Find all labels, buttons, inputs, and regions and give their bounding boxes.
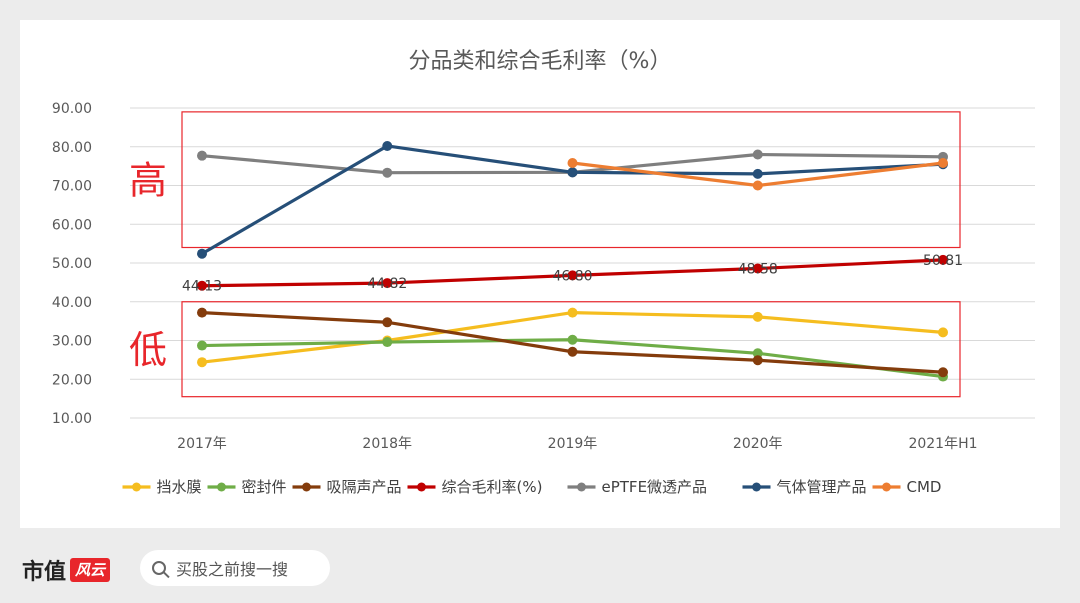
data-point <box>567 158 578 169</box>
legend-label: 挡水膜 <box>157 478 202 496</box>
search-placeholder: 买股之前搜一搜 <box>176 560 289 579</box>
x-tick-label: 2021年H1 <box>908 436 977 452</box>
data-point <box>752 355 763 366</box>
data-point <box>752 263 763 274</box>
data-point <box>382 140 393 151</box>
legend-marker <box>752 482 761 492</box>
data-point <box>382 278 393 289</box>
data-point <box>938 327 948 338</box>
footer-bar: 市值 风云 买股之前搜一搜 <box>0 528 1080 603</box>
x-tick-label: 2020年 <box>733 436 783 452</box>
legend-marker <box>577 482 586 492</box>
data-point <box>752 168 763 179</box>
data-label: 48.58 <box>738 262 778 278</box>
series-line <box>200 338 945 379</box>
data-point <box>567 334 578 345</box>
legend-marker <box>882 482 891 492</box>
data-point <box>938 158 948 169</box>
y-tick-label: 20.00 <box>52 372 92 388</box>
chart-card: 分品类和综合毛利率（%） 10.00 20.00 30.00 40.00 50.00 60.… <box>20 20 1060 528</box>
data-point <box>752 311 763 322</box>
y-tick-label: 10.00 <box>52 411 92 427</box>
data-point <box>382 337 393 348</box>
brand-logo[interactable]: 市值 风云 <box>22 554 111 586</box>
data-point <box>938 254 948 265</box>
x-tick-label: 2017年 <box>177 436 227 452</box>
legend-label: 密封件 <box>242 478 287 496</box>
data-point <box>567 346 578 357</box>
data-point <box>382 317 393 328</box>
data-point <box>197 280 207 291</box>
data-point <box>197 248 207 259</box>
data-label: 50.81 <box>923 253 963 269</box>
annotation-box <box>181 111 961 249</box>
legend-label: ePTFE微透产品 <box>602 478 708 496</box>
legend-label: 综合毛利率(%) <box>442 478 543 496</box>
annotation-box <box>181 301 961 398</box>
chart-title: 分品类和综合毛利率（%） <box>409 49 672 74</box>
data-label: 44.82 <box>367 276 407 292</box>
y-tick-label: 70.00 <box>52 179 92 195</box>
data-label: 44.13 <box>182 279 222 295</box>
data-label: 46.80 <box>552 268 592 284</box>
data-point <box>752 180 763 191</box>
data-point <box>567 307 578 318</box>
y-tick-label: 30.00 <box>52 334 92 350</box>
brand-text: 市值 <box>22 560 67 585</box>
annotation-label: 高 <box>129 159 167 203</box>
legend-label: CMD <box>907 478 942 496</box>
y-tick-label: 80.00 <box>52 140 92 156</box>
y-tick-label: 50.00 <box>52 256 92 272</box>
data-point <box>752 149 763 160</box>
search-box[interactable]: 买股之前搜一搜 <box>140 550 330 586</box>
legend-label: 吸隔声产品 <box>327 478 402 496</box>
legend-marker <box>217 482 226 492</box>
data-point <box>197 150 207 161</box>
data-point <box>197 340 207 351</box>
data-point <box>197 307 207 318</box>
data-point <box>752 348 763 359</box>
line-chart: 分品类和综合毛利率（%） 10.00 20.00 30.00 40.00 50.00 60.… <box>52 49 1035 496</box>
data-point <box>567 167 578 178</box>
data-point <box>567 270 578 281</box>
annotation-label: 低 <box>129 328 167 372</box>
y-tick-label: 60.00 <box>52 217 92 233</box>
data-point <box>197 357 207 368</box>
legend-marker <box>302 482 311 492</box>
x-tick-label: 2018年 <box>362 436 412 452</box>
data-point <box>938 367 948 378</box>
legend-marker <box>132 482 141 492</box>
brand-badge: 风云 <box>70 558 111 582</box>
y-tick-label: 40.00 <box>52 295 92 311</box>
search-icon <box>152 561 166 575</box>
legend-marker <box>417 482 426 492</box>
y-tick-label: 90.00 <box>52 101 92 117</box>
legend-label: 气体管理产品 <box>777 478 867 496</box>
data-point <box>382 167 393 178</box>
x-tick-label: 2019年 <box>548 436 598 452</box>
